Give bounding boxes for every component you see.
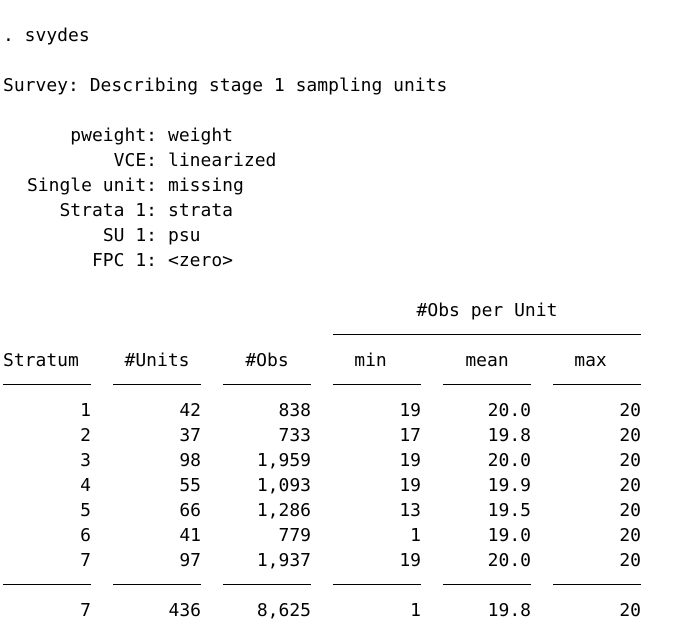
cell-min: 19 (399, 550, 421, 571)
cell-obs: 1,093 (256, 475, 311, 496)
cell-obs: 1,959 (256, 450, 311, 471)
cell-min: 19 (399, 450, 421, 471)
setting-value-vce: linearized (168, 150, 277, 171)
header-rule (333, 384, 421, 385)
cell-obs: 1,286 (256, 500, 311, 521)
setting-label-vce: VCE: (113, 150, 157, 171)
cell-stratum: 7 (80, 550, 91, 571)
total-rule (333, 584, 421, 585)
cell-units: 42 (179, 400, 201, 421)
cell-stratum: 3 (80, 450, 91, 471)
setting-label-pweight: pweight: (70, 125, 157, 146)
setting-value-pweight: weight (168, 125, 234, 146)
cell-stratum: 6 (80, 525, 91, 546)
cell-min: 13 (399, 500, 421, 521)
cell-max: 20 (619, 425, 641, 446)
header-min: min (354, 350, 387, 371)
group-header: #Obs per Unit (416, 300, 558, 321)
cell-mean: 20.0 (487, 450, 531, 471)
group-header-rule (333, 334, 641, 335)
cell-mean: 19.9 (487, 475, 531, 496)
cell-units: 41 (179, 525, 201, 546)
cell-mean: 19.5 (487, 500, 531, 521)
cell-stratum: 5 (80, 500, 91, 521)
setting-label-single-unit: Single unit: (26, 175, 157, 196)
cell-obs: 838 (278, 400, 311, 421)
cell-units: 66 (179, 500, 201, 521)
total-min: 1 (410, 600, 421, 621)
total-stratum: 7 (80, 600, 91, 621)
setting-value-su: psu (168, 225, 201, 246)
total-rule (3, 584, 91, 585)
cell-min: 19 (399, 475, 421, 496)
cell-min: 19 (399, 400, 421, 421)
cell-stratum: 1 (80, 400, 91, 421)
cell-units: 55 (179, 475, 201, 496)
header-obs: #Obs (245, 350, 289, 371)
setting-label-strata: Strata 1: (59, 200, 157, 221)
header-rule (443, 384, 531, 385)
cell-mean: 19.8 (487, 425, 531, 446)
cell-units: 37 (179, 425, 201, 446)
setting-value-strata: strata (168, 200, 234, 221)
header-stratum: Stratum (3, 350, 79, 371)
cell-stratum: 2 (80, 425, 91, 446)
total-rule (553, 584, 641, 585)
cell-max: 20 (619, 400, 641, 421)
cell-stratum: 4 (80, 475, 91, 496)
cell-max: 20 (619, 550, 641, 571)
command-line: . svydes (3, 25, 90, 46)
total-obs: 8,625 (256, 600, 311, 621)
total-rule (443, 584, 531, 585)
header-max: max (574, 350, 607, 371)
cell-obs: 1,937 (256, 550, 311, 571)
cell-max: 20 (619, 525, 641, 546)
total-units: 436 (168, 600, 201, 621)
header-rule (553, 384, 641, 385)
setting-value-fpc: <zero> (168, 250, 234, 271)
cell-obs: 779 (278, 525, 311, 546)
setting-label-fpc: FPC 1: (91, 250, 157, 271)
total-max: 20 (619, 600, 641, 621)
output-title: Survey: Describing stage 1 sampling unit… (3, 75, 448, 96)
cell-units: 97 (179, 550, 201, 571)
header-rule (223, 384, 311, 385)
header-mean: mean (465, 350, 509, 371)
cell-min: 17 (399, 425, 421, 446)
cell-min: 1 (410, 525, 421, 546)
cell-obs: 733 (278, 425, 311, 446)
setting-value-single-unit: missing (168, 175, 244, 196)
total-rule (113, 584, 201, 585)
header-rule (3, 384, 91, 385)
header-rule (113, 384, 201, 385)
setting-label-su: SU 1: (102, 225, 157, 246)
cell-mean: 20.0 (487, 400, 531, 421)
cell-units: 98 (179, 450, 201, 471)
cell-mean: 20.0 (487, 550, 531, 571)
cell-max: 20 (619, 475, 641, 496)
cell-max: 20 (619, 500, 641, 521)
total-rule (223, 584, 311, 585)
cell-max: 20 (619, 450, 641, 471)
total-mean: 19.8 (487, 600, 531, 621)
header-units: #Units (124, 350, 190, 371)
cell-mean: 19.0 (487, 525, 531, 546)
